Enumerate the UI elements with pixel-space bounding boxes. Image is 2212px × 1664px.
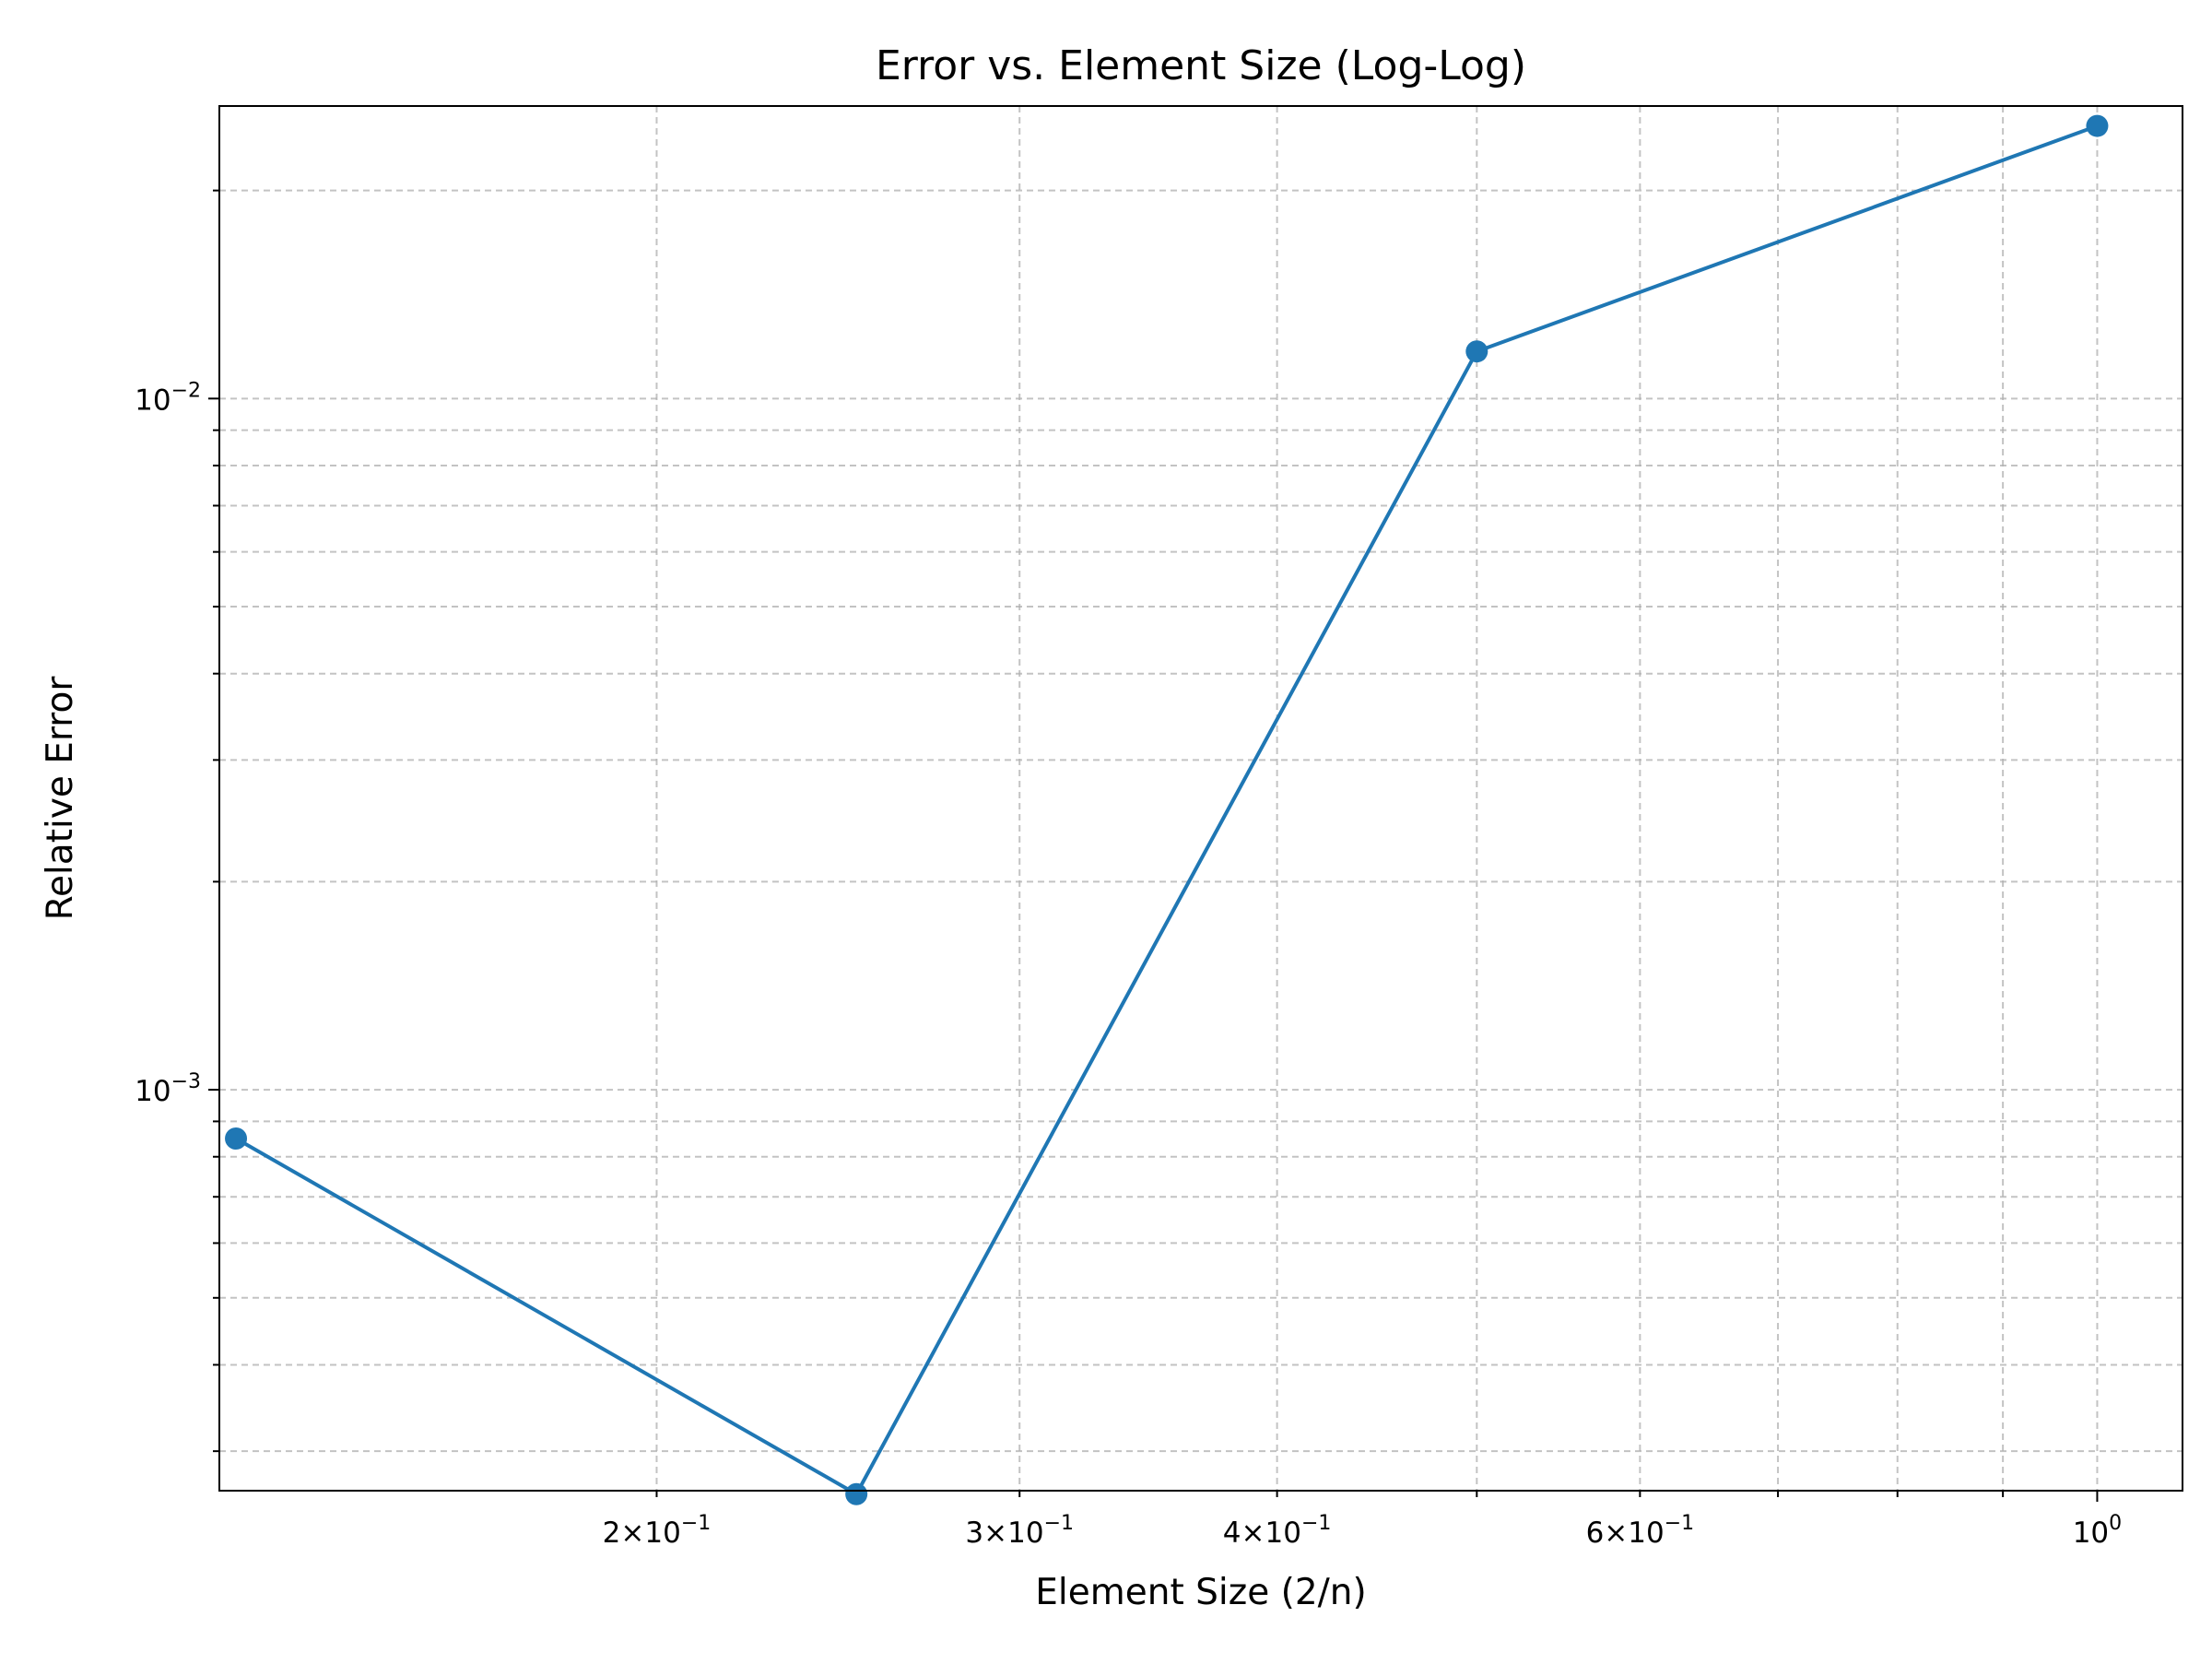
series-line <box>235 124 2099 1496</box>
data-point <box>225 1127 248 1151</box>
plot-frame <box>218 105 2183 1492</box>
y-tick-label: 10−3 <box>135 1070 201 1108</box>
x-axis-label: Element Size (2/n) <box>1035 1572 1366 1613</box>
x-tick-label: 6×10−1 <box>1586 1512 1695 1550</box>
grid <box>219 106 2183 1491</box>
ticks: 2×10−1 3×10−1 4×10−1 6×10−1 100 10−3 10−2 <box>135 189 2122 1550</box>
x-tick-label: 3×10−1 <box>965 1512 1074 1550</box>
x-tick-label: 2×10−1 <box>603 1512 712 1550</box>
data-point <box>845 1482 868 1505</box>
series <box>225 114 2109 1505</box>
chart-title: Error vs. Element Size (Log-Log) <box>876 42 1526 89</box>
x-tick-label: 4×10−1 <box>1223 1512 1332 1550</box>
y-tick-label: 10−2 <box>135 379 201 417</box>
x-tick-label: 100 <box>2073 1512 2122 1550</box>
y-axis-label: Relative Error <box>40 676 81 921</box>
data-point <box>2086 114 2109 137</box>
data-point <box>1465 340 1488 363</box>
